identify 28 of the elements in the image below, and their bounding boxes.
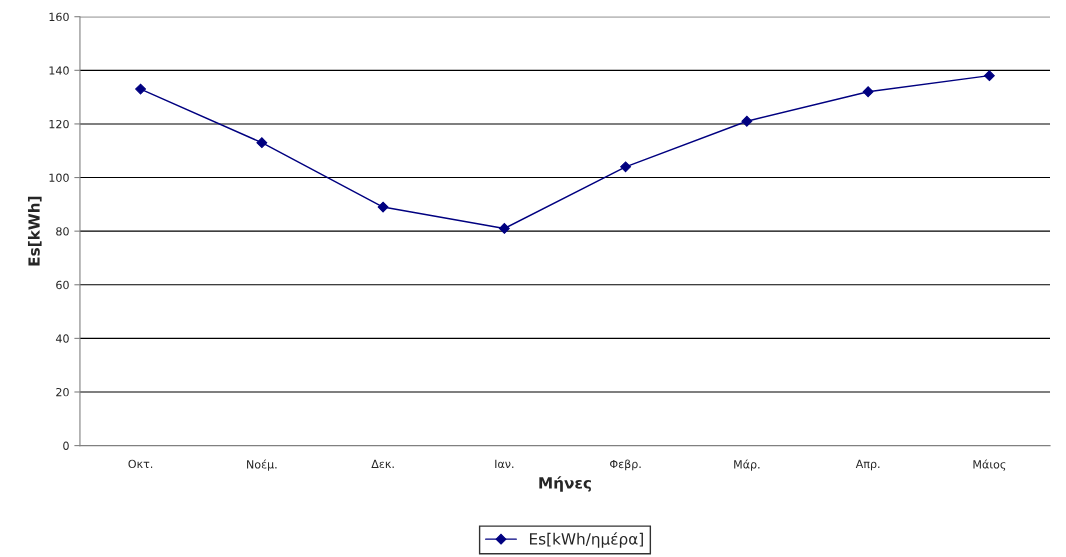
- y-tick-label: 20: [56, 387, 69, 397]
- y-tick-label: 140: [49, 66, 69, 75]
- x-axis-title: Μήνες: [539, 476, 591, 492]
- y-tick-label: 80: [56, 227, 69, 236]
- point: [983, 70, 995, 82]
- x-tick-label: Απρ.: [855, 459, 880, 471]
- y-tick-label: 40: [55, 334, 69, 343]
- x-tick-label: Μάιος: [973, 459, 1006, 471]
- x-tick-label: Ιαν.: [495, 459, 514, 469]
- point: [741, 115, 753, 127]
- point: [498, 223, 510, 234]
- y-tick-label: 0: [63, 441, 69, 450]
- point: [256, 137, 268, 149]
- point: [377, 201, 389, 213]
- x-tick-label: Οκτ.: [128, 459, 153, 469]
- y-tick-label: 60: [56, 280, 69, 290]
- x-tick-label: Δεκ.: [371, 459, 394, 469]
- y-axis-title: Es[kWh]: [27, 196, 42, 266]
- point: [620, 161, 632, 173]
- point: [862, 86, 874, 98]
- y-tick-label: 120: [49, 119, 69, 129]
- legend-label: Es[kWh/ημέρα]: [530, 532, 643, 548]
- y-tick-label: 160: [49, 12, 69, 22]
- x-tick-label: Μάρ.: [734, 459, 760, 471]
- point: [135, 83, 147, 95]
- x-tick-label: Φεβρ.: [610, 459, 641, 471]
- x-tick-label: Νοέμ.: [247, 459, 277, 471]
- y-tick-label: 100: [49, 173, 69, 182]
